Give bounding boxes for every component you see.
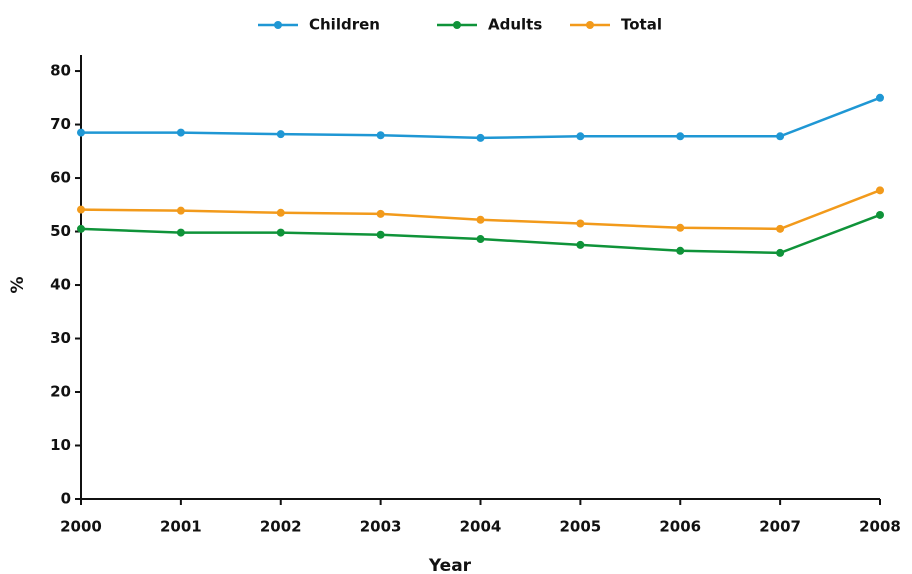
- legend-label: Children: [309, 16, 380, 34]
- x-tick-label: 2001: [160, 518, 202, 536]
- data-point: [876, 210, 884, 219]
- data-point: [476, 133, 485, 142]
- data-point: [776, 248, 785, 257]
- y-tick-label: 70: [50, 115, 71, 133]
- x-tick-label: 2005: [560, 518, 602, 536]
- legend-marker: [453, 21, 461, 29]
- data-point: [77, 205, 85, 214]
- legend-label: Total: [621, 16, 662, 34]
- legend-marker: [586, 21, 594, 29]
- data-point: [676, 246, 685, 255]
- y-tick-label: 40: [50, 276, 71, 294]
- data-point: [776, 132, 785, 141]
- data-point: [176, 228, 185, 237]
- data-point: [176, 206, 185, 215]
- data-point: [276, 208, 285, 217]
- legend-label: Adults: [488, 16, 542, 34]
- data-point: [476, 215, 485, 224]
- data-point: [576, 240, 585, 249]
- data-point: [876, 186, 884, 195]
- data-point: [576, 132, 585, 141]
- x-axis-label: Year: [428, 556, 472, 574]
- x-tick-label: 2003: [360, 518, 402, 536]
- x-tick-label: 2000: [60, 518, 102, 536]
- data-point: [576, 219, 585, 228]
- legend-marker: [274, 21, 282, 29]
- data-point: [176, 128, 185, 137]
- y-tick-label: 80: [50, 62, 71, 80]
- y-tick-label: 10: [50, 436, 71, 454]
- data-point: [276, 228, 285, 237]
- data-point: [376, 209, 385, 218]
- y-tick-label: 30: [50, 329, 71, 347]
- data-point: [376, 131, 385, 140]
- x-tick-label: 2007: [759, 518, 801, 536]
- data-point: [876, 93, 884, 102]
- x-tick-label: 2004: [460, 518, 502, 536]
- y-tick-label: 20: [50, 383, 71, 401]
- y-tick-label: 0: [61, 490, 71, 508]
- data-point: [676, 223, 685, 232]
- series-line: [81, 96, 881, 140]
- data-point: [77, 224, 85, 233]
- data-point: [676, 132, 685, 141]
- x-tick-label: 2002: [260, 518, 302, 536]
- data-point: [376, 230, 385, 239]
- data-point: [77, 128, 85, 137]
- x-tick-label: 2006: [659, 518, 701, 536]
- data-point: [276, 130, 285, 139]
- data-point: [476, 235, 485, 244]
- y-tick-label: 60: [50, 169, 71, 187]
- y-axis-label: %: [8, 276, 28, 293]
- y-tick-label: 50: [50, 222, 71, 240]
- data-point: [776, 224, 785, 233]
- x-tick-label: 2008: [859, 518, 901, 536]
